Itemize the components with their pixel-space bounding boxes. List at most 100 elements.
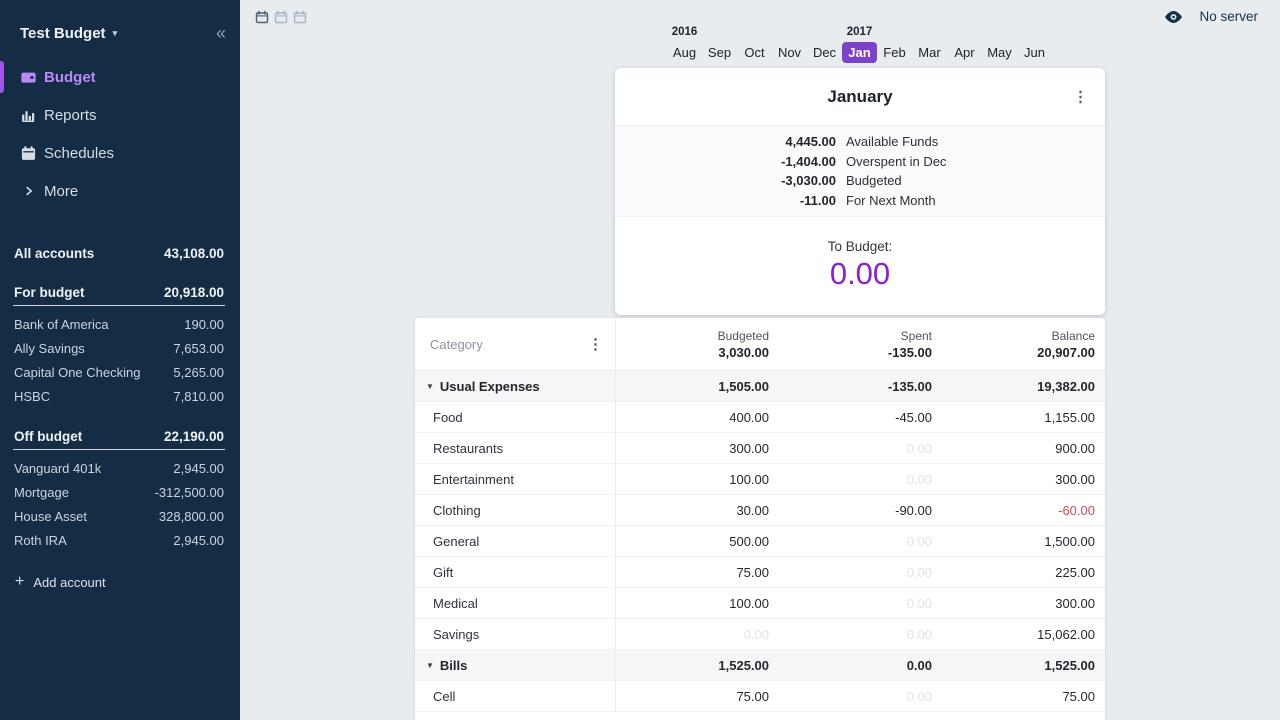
account-row[interactable]: HSBC 7,810.00 <box>0 384 240 408</box>
account-row[interactable]: Roth IRA 2,945.00 <box>0 528 240 552</box>
funds-summary: 4,445.00 Available Funds -1,404.00 Overs… <box>615 125 1105 217</box>
group-collapse-icon[interactable]: ▼ <box>426 381 434 391</box>
category-row-cell: Cell 75.00 0.00 75.00 <box>415 681 1105 712</box>
account-balance: 190.00 <box>184 316 224 332</box>
category-name[interactable]: Gift <box>415 557 616 587</box>
account-row[interactable]: House Asset 328,800.00 <box>0 504 240 528</box>
balance-cell[interactable]: 15,062.00 <box>1037 626 1095 642</box>
category-name[interactable]: Clothing <box>415 495 616 525</box>
spent-cell[interactable]: 0.00 <box>906 564 932 580</box>
sidebar-item-schedules[interactable]: Schedules <box>0 134 240 172</box>
month-dec[interactable]: Dec <box>812 45 837 60</box>
summary-row: -11.00 For Next Month <box>615 191 1105 211</box>
month-may[interactable]: May <box>987 45 1012 60</box>
month-oct[interactable]: Oct <box>744 45 765 60</box>
spent-cell[interactable]: -45.00 <box>895 409 932 425</box>
group-row-usual-expenses[interactable]: ▼ Usual Expenses 1,505.00 -135.00 19,382.… <box>415 371 1105 402</box>
balance-cell[interactable]: 225.00 <box>1055 564 1095 580</box>
balance-cell[interactable]: -60.00 <box>1058 502 1095 518</box>
account-name: Mortgage <box>14 484 69 500</box>
budgeted-cell: 1,505.00 <box>718 378 769 394</box>
all-accounts-row[interactable]: All accounts 43,108.00 <box>0 242 240 264</box>
balance-column-header: Balance 20,907.00 <box>1037 328 1095 360</box>
budgeted-cell[interactable]: 75.00 <box>736 688 769 704</box>
to-budget-amount[interactable]: 0.00 <box>829 256 891 291</box>
balance-cell[interactable]: 1,500.00 <box>1044 533 1095 549</box>
category-name[interactable]: Entertainment <box>415 464 616 494</box>
month-aug[interactable]: Aug <box>672 45 697 60</box>
category-name[interactable]: General <box>415 526 616 556</box>
balance-cell[interactable]: 900.00 <box>1055 440 1095 456</box>
sidebar-item-reports[interactable]: Reports <box>0 96 240 134</box>
three-month-view-icon[interactable] <box>293 10 307 29</box>
spent-cell[interactable]: 0.00 <box>906 626 932 642</box>
category-row-savings: Savings 0.00 0.00 15,062.00 <box>415 619 1105 650</box>
one-month-view-icon[interactable] <box>255 10 269 29</box>
balance-cell[interactable]: 75.00 <box>1062 688 1095 704</box>
off-budget-header[interactable]: Off budget 22,190.00 <box>13 426 225 446</box>
budgeted-cell[interactable]: 100.00 <box>729 471 769 487</box>
summary-label: For Next Month <box>846 192 936 208</box>
month-mar[interactable]: Mar <box>918 45 941 60</box>
dropdown-caret-icon: ▾ <box>112 27 118 38</box>
budget-file-menu[interactable]: Test Budget ▾ <box>20 25 117 42</box>
budgeted-cell[interactable]: 30.00 <box>736 502 769 518</box>
category-menu-kebab-icon[interactable]: ⋮ <box>588 335 603 353</box>
month-apr[interactable]: Apr <box>954 45 975 60</box>
month-nov[interactable]: Nov <box>777 45 802 60</box>
collapse-sidebar-button[interactable]: « <box>215 23 226 43</box>
two-month-view-icon[interactable] <box>274 10 288 29</box>
budgeted-cell[interactable]: 75.00 <box>736 564 769 580</box>
month-menu-kebab-icon[interactable]: ⋮ <box>1073 88 1088 105</box>
budgeted-cell[interactable]: 500.00 <box>729 533 769 549</box>
balance-cell: 19,382.00 <box>1037 378 1095 394</box>
account-balance: 5,265.00 <box>173 364 224 380</box>
privacy-eye-icon[interactable] <box>1164 10 1183 24</box>
balance-cell[interactable]: 1,155.00 <box>1044 409 1095 425</box>
summary-row: -1,404.00 Overspent in Dec <box>615 152 1105 172</box>
account-name: HSBC <box>14 388 51 404</box>
budgeted-cell[interactable]: 400.00 <box>729 409 769 425</box>
active-indicator <box>0 61 4 93</box>
category-name[interactable]: Medical <box>415 588 616 618</box>
category-name[interactable]: Restaurants <box>415 433 616 463</box>
sidebar-item-more[interactable]: More <box>0 172 240 210</box>
month-jan-selected[interactable]: Jan <box>842 42 877 63</box>
spent-cell[interactable]: 0.00 <box>906 688 932 704</box>
spent-cell[interactable]: 0.00 <box>906 595 932 611</box>
category-column-header: Category <box>430 336 483 352</box>
for-budget-header[interactable]: For budget 20,918.00 <box>13 282 225 302</box>
month-jun[interactable]: Jun <box>1024 45 1045 60</box>
month-summary-card: January ⋮ 4,445.00 Available Funds -1,40… <box>615 68 1105 315</box>
balance-cell[interactable]: 300.00 <box>1055 595 1095 611</box>
spent-cell[interactable]: 0.00 <box>906 440 932 456</box>
balance-cell[interactable]: 300.00 <box>1055 471 1095 487</box>
budgeted-cell[interactable]: 0.00 <box>743 626 769 642</box>
sidebar-item-budget[interactable]: Budget <box>0 58 240 96</box>
month-picker: Aug Sep Oct Nov Dec Jan Feb Mar Apr May … <box>667 42 1052 63</box>
group-row-bills[interactable]: ▼ Bills 1,525.00 0.00 1,525.00 <box>415 650 1105 681</box>
budgeted-cell[interactable]: 300.00 <box>729 440 769 456</box>
server-status-button[interactable]: No server <box>1199 9 1258 24</box>
account-row[interactable]: Capital One Checking 5,265.00 <box>0 360 240 384</box>
account-row[interactable]: Bank of America 190.00 <box>0 312 240 336</box>
category-name[interactable]: Cell <box>415 681 616 711</box>
month-sep[interactable]: Sep <box>707 45 732 60</box>
account-row[interactable]: Vanguard 401k 2,945.00 <box>0 456 240 480</box>
budgeted-cell[interactable]: 100.00 <box>729 595 769 611</box>
group-name: Usual Expenses <box>439 378 540 394</box>
category-name[interactable]: Savings <box>415 619 616 649</box>
sidebar: Test Budget ▾ « Budget Reports Schedules <box>0 0 240 720</box>
spent-cell[interactable]: 0.00 <box>906 471 932 487</box>
year-label-2017: 2017 <box>846 26 873 38</box>
group-collapse-icon[interactable]: ▼ <box>426 660 434 670</box>
group-name: Bills <box>439 657 468 673</box>
calendar-icon <box>20 145 37 162</box>
spent-cell[interactable]: 0.00 <box>906 533 932 549</box>
account-row[interactable]: Ally Savings 7,653.00 <box>0 336 240 360</box>
spent-cell[interactable]: -90.00 <box>895 502 932 518</box>
account-row[interactable]: Mortgage -312,500.00 <box>0 480 240 504</box>
month-feb[interactable]: Feb <box>883 45 906 60</box>
add-account-button[interactable]: + Add account <box>0 574 240 590</box>
category-name[interactable]: Food <box>415 402 616 432</box>
